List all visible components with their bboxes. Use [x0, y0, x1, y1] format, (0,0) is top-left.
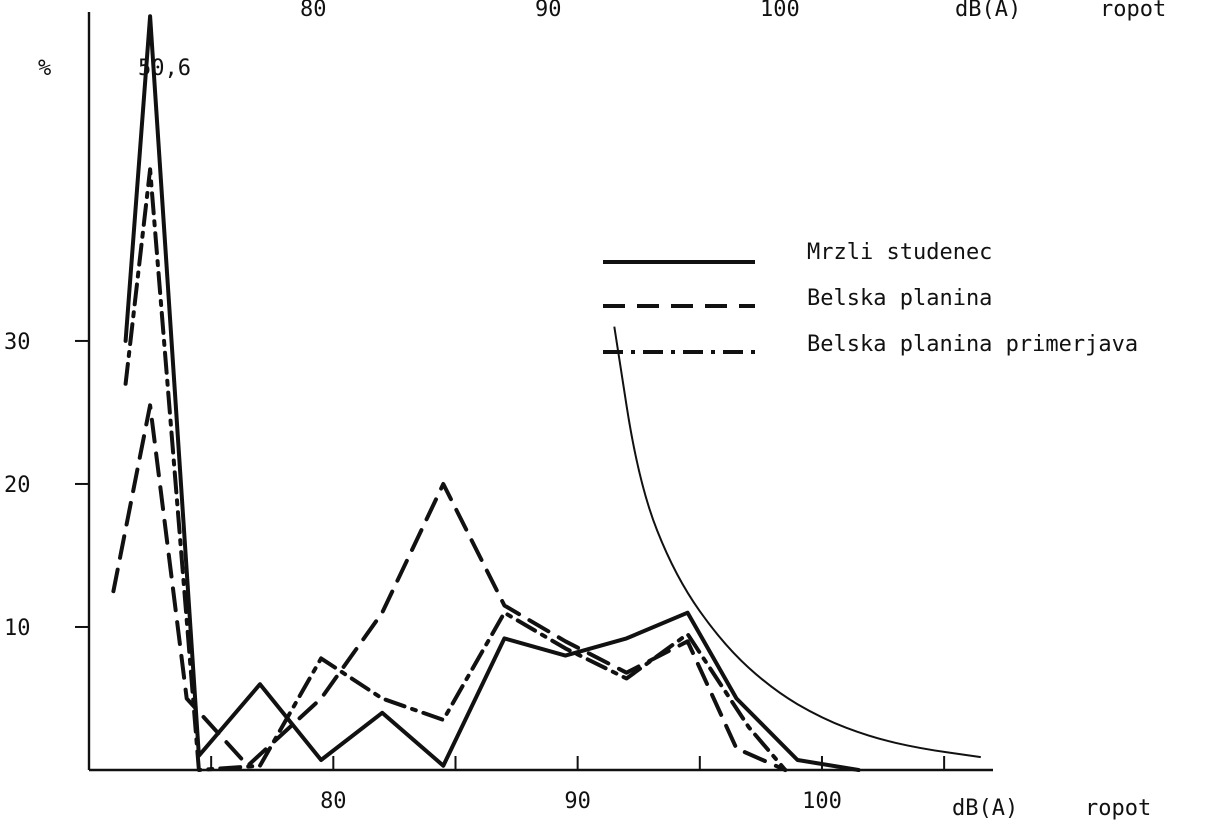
y-tick-label: 10: [4, 616, 31, 641]
y-tick-label: 30: [4, 330, 31, 355]
y-tick-label: 20: [4, 473, 31, 498]
legend-label-belska-planina-primerjava: Belska planina primerjava: [807, 332, 1138, 357]
top-label-80: 80: [300, 0, 327, 22]
x-tick-label: 90: [564, 789, 591, 814]
top-label-unit: dB(A): [955, 0, 1021, 22]
top-label-ropot: ropot: [1100, 0, 1166, 22]
series-line-1: [111, 403, 788, 772]
x-tick-label: 80: [320, 789, 347, 814]
reference-curve: [613, 326, 981, 759]
series-layer: [111, 14, 981, 772]
legend-label-mrzli-studenec: Mrzli studenec: [807, 240, 992, 265]
x-tick-label: 100: [802, 789, 842, 814]
legend-label-belska-planina: Belska planina: [807, 286, 992, 311]
series-line-2: [123, 167, 788, 772]
x-axis-extra-label: ropot: [1085, 796, 1151, 821]
legend: Mrzli studenec Belska planina Belska pla…: [603, 240, 1138, 357]
x-axis-label: dB(A): [952, 796, 1018, 821]
top-label-90: 90: [535, 0, 562, 22]
top-label-100: 100: [760, 0, 800, 22]
series-line-0: [123, 14, 861, 772]
y-axis-label: %: [38, 56, 51, 81]
axis-ticks: 80 90 100 10 20 30: [4, 330, 946, 814]
